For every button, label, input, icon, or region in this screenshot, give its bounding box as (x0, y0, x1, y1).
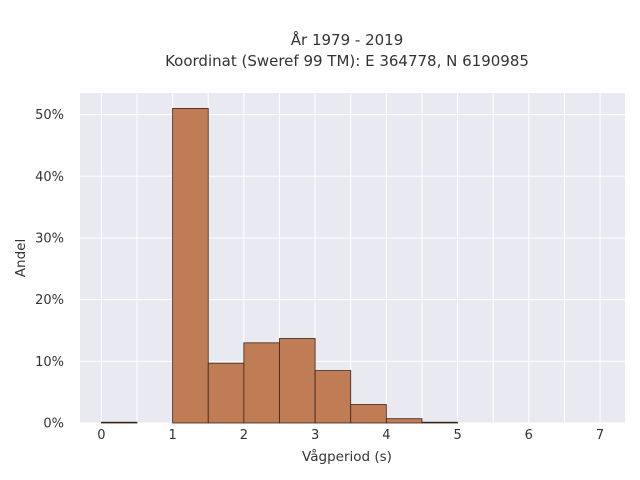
histogram-bar (350, 404, 387, 424)
y-tick-label: 10% (35, 355, 64, 370)
x-tick-label: 7 (596, 428, 604, 443)
histogram-bar (207, 362, 245, 424)
histogram-bar (172, 108, 209, 424)
gridlines (80, 93, 625, 424)
x-tick-label: 2 (240, 428, 248, 443)
histogram-bar (385, 418, 423, 424)
chart-title-line-1: År 1979 - 2019 (291, 30, 404, 49)
y-tick-label: 30% (35, 231, 64, 246)
x-tick-labels: 0 1 2 3 4 5 6 7 (97, 428, 604, 443)
histogram-bar (314, 370, 352, 424)
chart-title-line-2: Koordinat (Sweref 99 TM): E 364778, N 61… (165, 52, 529, 70)
histogram-bar (100, 421, 138, 424)
x-tick-label: 4 (382, 428, 390, 443)
y-tick-label: 20% (35, 293, 64, 308)
y-axis-label: Andel (13, 239, 29, 277)
x-tick-label: 0 (97, 428, 105, 443)
x-axis-label: Vågperiod (s) (302, 448, 392, 465)
histogram-bar (421, 421, 458, 424)
y-tick-label: 50% (35, 108, 64, 123)
x-tick-label: 6 (525, 428, 533, 443)
x-tick-label: 1 (168, 428, 176, 443)
bars (100, 108, 458, 424)
histogram-bar (279, 338, 316, 424)
y-tick-labels: 0% 10% 20% 30% 40% 50% (35, 108, 64, 431)
x-tick-label: 3 (311, 428, 319, 443)
y-tick-label: 40% (35, 170, 64, 185)
x-tick-label: 5 (453, 428, 461, 443)
plot-background (80, 93, 625, 423)
histogram-bar (243, 342, 280, 424)
y-tick-label: 0% (43, 417, 64, 432)
